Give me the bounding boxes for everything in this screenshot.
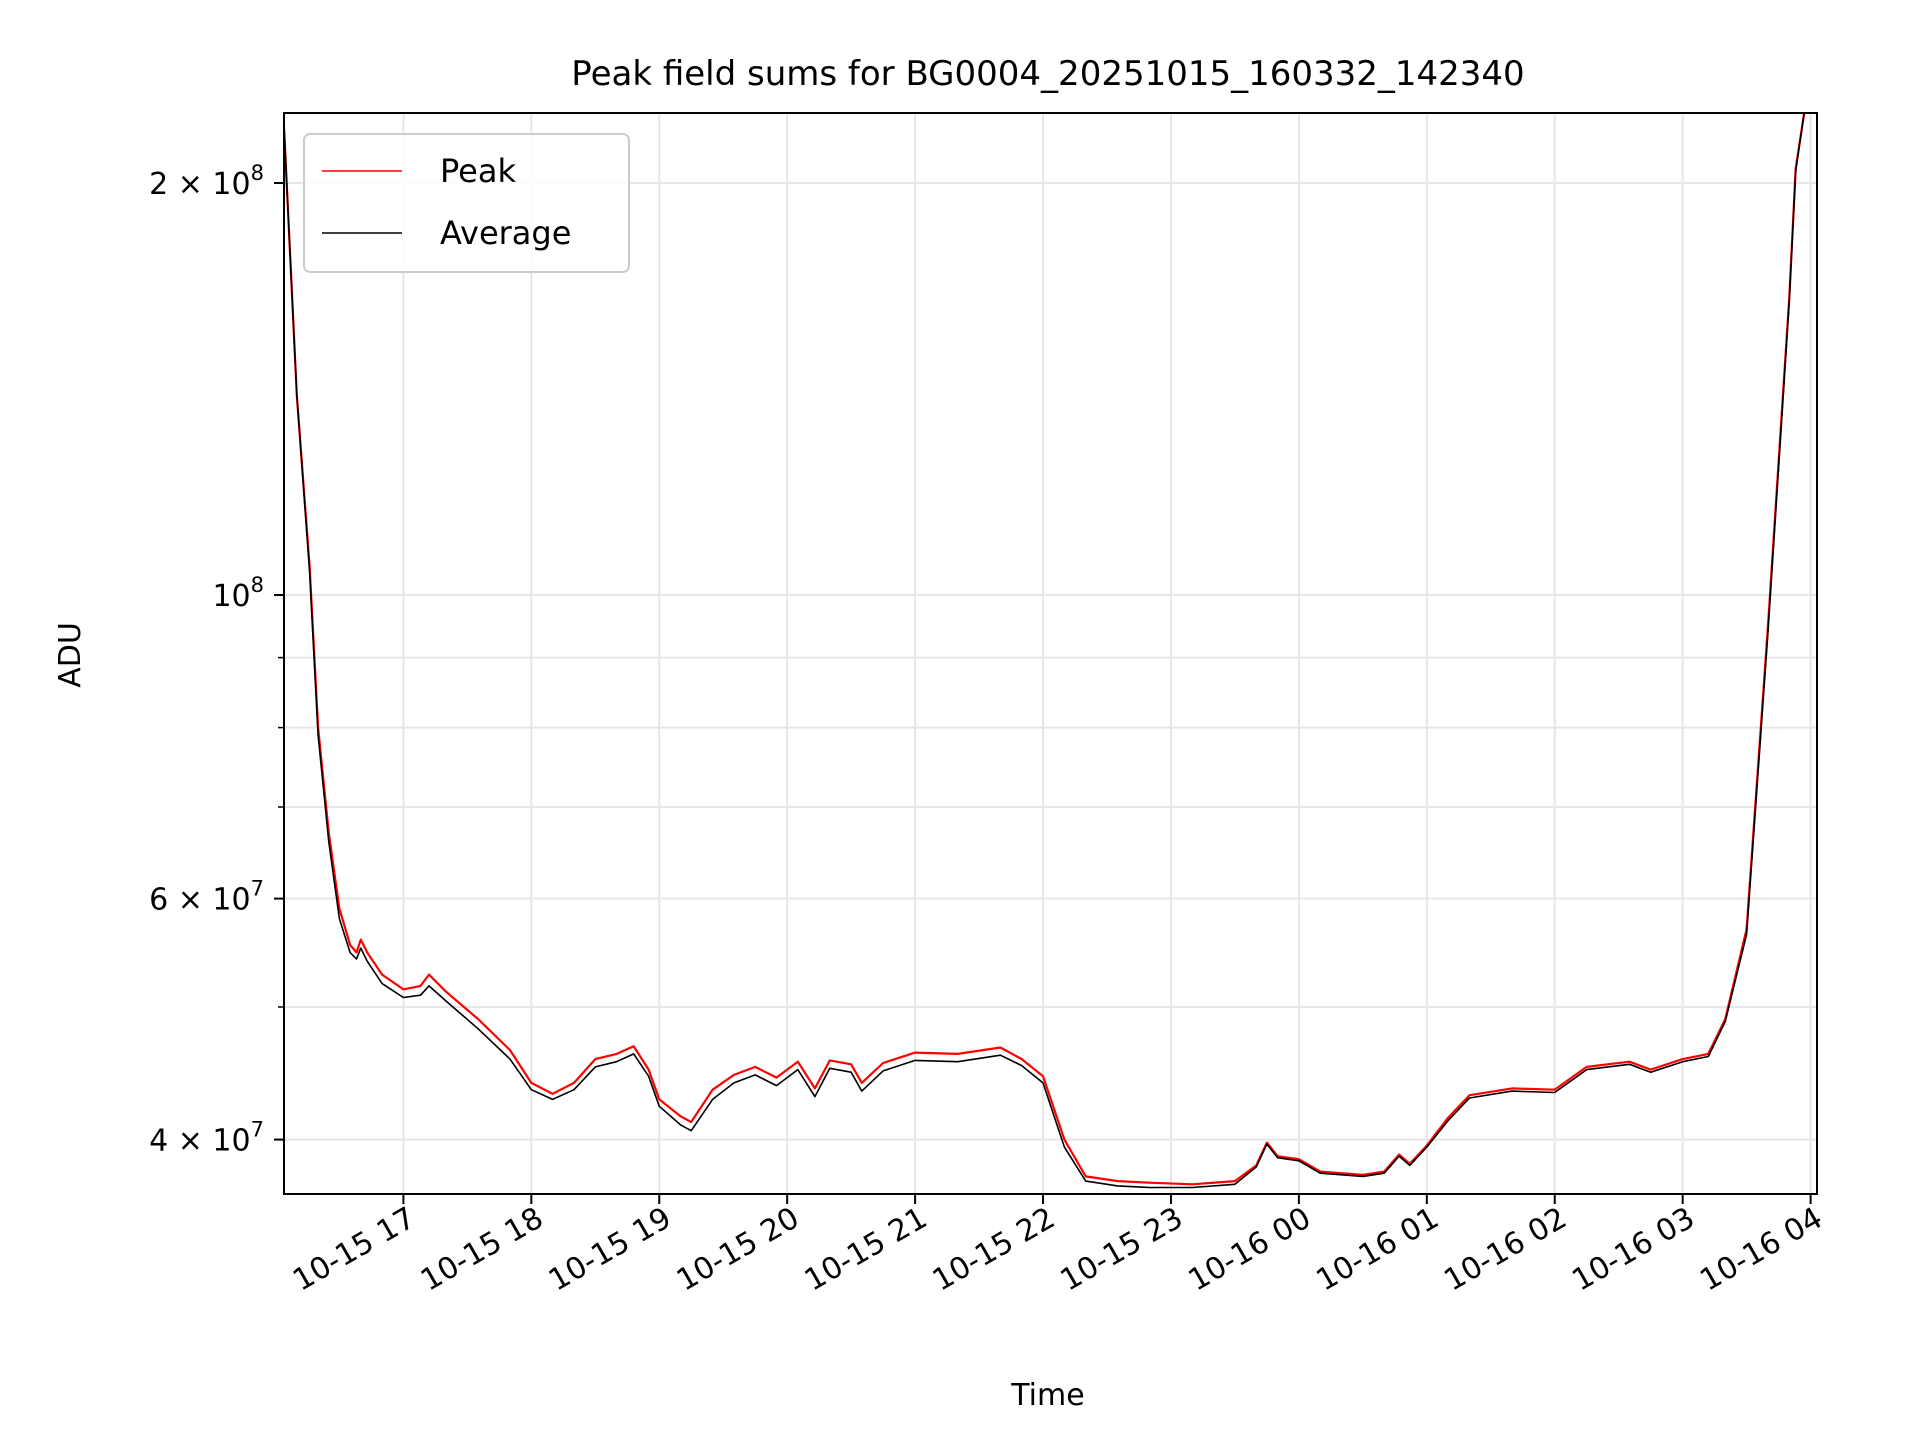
- x-axis-label: Time: [1010, 1378, 1084, 1413]
- series-layer: [284, 113, 1806, 1189]
- y-tick-label: 4 × 107: [149, 1118, 264, 1159]
- series-line-average: [284, 113, 1805, 1189]
- y-axis: 4 × 107 6 × 107 108 2 × 108: [149, 161, 284, 1159]
- legend-label-peak: Peak: [440, 152, 516, 190]
- legend: Peak Average: [303, 133, 630, 273]
- series-line-peak: [284, 113, 1806, 1186]
- chart-title: Peak field sums for BG0004_20251015_1603…: [571, 54, 1524, 94]
- legend-label-average: Average: [440, 214, 571, 252]
- legend-box: [303, 133, 630, 273]
- y-tick-label: 2 × 108: [149, 161, 264, 202]
- plot-frame: [283, 112, 1818, 1195]
- y-tick-label: 6 × 107: [149, 877, 264, 918]
- y-axis-label: ADU: [53, 622, 88, 688]
- grid: [284, 113, 1817, 1194]
- y-tick-label: 108: [212, 573, 264, 614]
